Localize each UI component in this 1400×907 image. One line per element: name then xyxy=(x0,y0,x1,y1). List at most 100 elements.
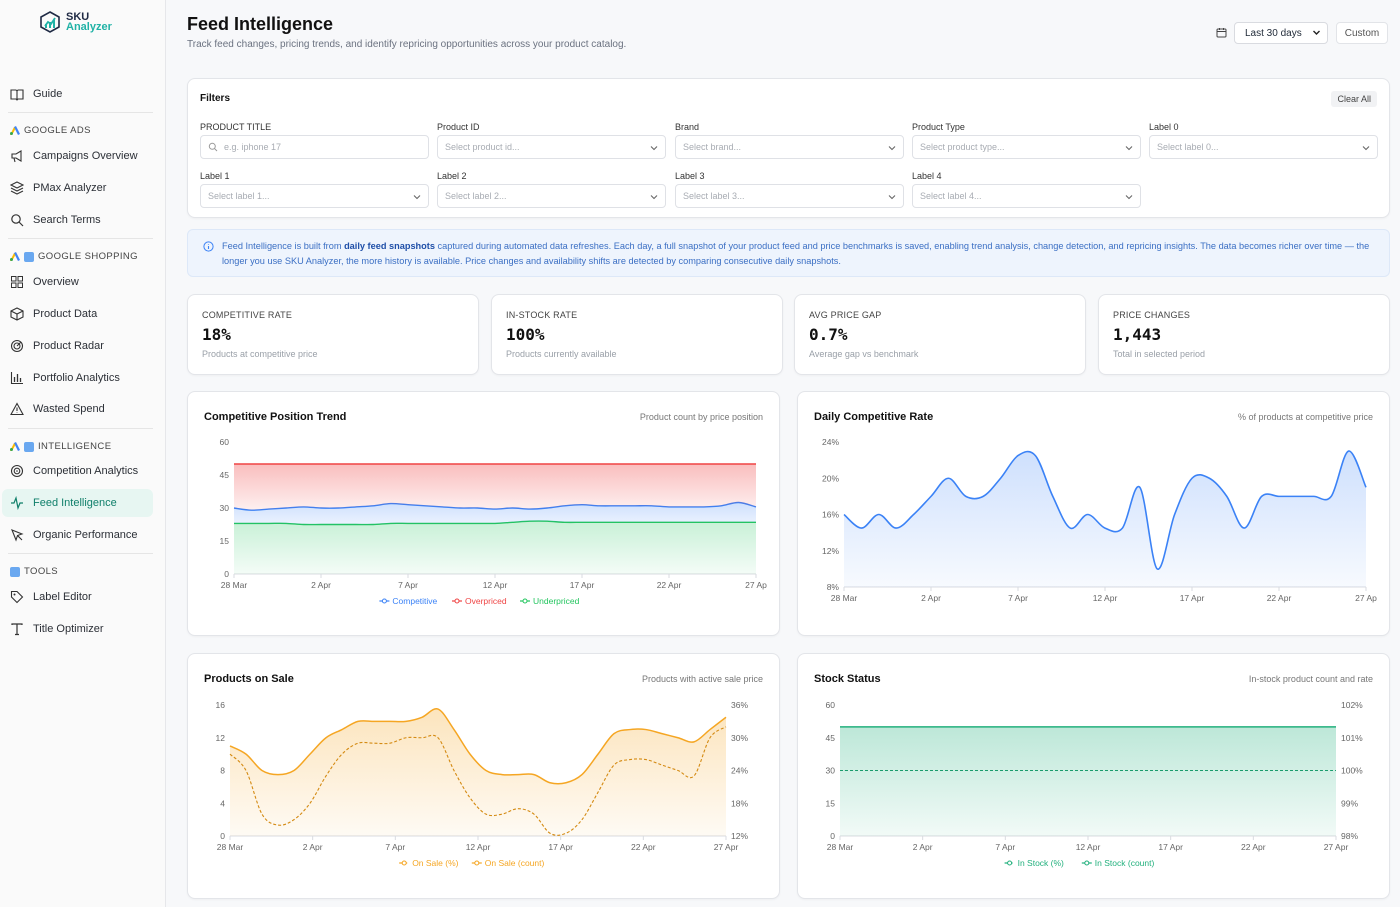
kpi-label: AVG PRICE GAP xyxy=(809,310,882,320)
search-icon xyxy=(11,214,24,227)
x-tick-label: 27 Apr xyxy=(1324,842,1349,852)
box-icon xyxy=(10,307,24,321)
x-tick-label: 22 Apr xyxy=(1241,842,1266,852)
sidebar-item-label: Portfolio Analytics xyxy=(33,372,120,384)
x-tick-label: 22 Apr xyxy=(631,842,656,852)
y-tick-label: 20% xyxy=(822,473,839,483)
kpi-value: 18% xyxy=(202,325,231,344)
main-content: Feed Intelligence Track feed changes, pr… xyxy=(166,0,1400,907)
sidebar-item-competition-analytics[interactable]: Competition Analytics xyxy=(2,457,153,485)
y-tick-label: 60 xyxy=(220,437,230,447)
info-banner: Feed Intelligence is built from daily fe… xyxy=(187,229,1390,277)
y2-tick-label: 18% xyxy=(731,798,748,808)
filter-label-label2: Label 2 xyxy=(437,171,467,181)
sidebar-item-guide[interactable]: Guide xyxy=(2,80,153,108)
sidebar-item-label: Guide xyxy=(33,88,63,100)
info-suffix: captured during automated data refreshes… xyxy=(222,241,1370,266)
sidebar-item-organic-performance[interactable]: Organic Performance xyxy=(2,521,153,549)
kpi-subtext: Products currently available xyxy=(506,349,617,359)
sidebar-item-label-editor[interactable]: Label Editor xyxy=(2,583,153,611)
label2-select[interactable]: Select label 2... xyxy=(437,184,666,208)
product-id-select[interactable]: Select product id... xyxy=(437,135,666,159)
chevron-down-icon xyxy=(1313,30,1320,35)
sidebar-item-overview[interactable]: Overview xyxy=(2,268,153,296)
sidebar-item-product-radar[interactable]: Product Radar xyxy=(2,332,153,360)
chevron-down-icon xyxy=(1362,146,1370,151)
x-tick-label: 22 Apr xyxy=(1267,593,1292,603)
y2-tick-label: 101% xyxy=(1341,733,1363,743)
info-prefix: Feed Intelligence is built from xyxy=(222,241,345,251)
x-tick-label: 27 Ap xyxy=(745,580,767,590)
sidebar-item-pmax-analyzer[interactable]: PMax Analyzer xyxy=(2,174,153,202)
sidebar-item-label: Product Data xyxy=(33,308,98,320)
clear-all-button[interactable]: Clear All xyxy=(1331,91,1377,107)
select-placeholder: Select label 2... xyxy=(445,191,507,201)
chart-title: Competitive Position Trend xyxy=(204,411,347,423)
x-tick-label: 2 Apr xyxy=(921,593,941,603)
chevron-down-icon xyxy=(1125,146,1133,151)
kpi-subtext: Products at competitive price xyxy=(202,349,318,359)
x-tick-label: 7 Apr xyxy=(398,580,418,590)
daily-competitive-rate-chart: 8% 12% 16% 20% 24% 28 Mar 2 Apr 7 Apr 12 Apr 17 A… xyxy=(822,437,1377,603)
kpi-subtext: Total in selected period xyxy=(1113,349,1206,359)
sidebar-item-campaigns-overview[interactable]: Campaigns Overview xyxy=(2,142,153,170)
sidebar-item-label: Overview xyxy=(33,276,79,288)
section-google-shopping: GOOGLE SHOPPING xyxy=(10,251,138,262)
google-shopping-icon xyxy=(24,251,34,262)
calendar-icon[interactable] xyxy=(1216,27,1227,38)
select-placeholder: Select product id... xyxy=(445,142,520,152)
chevron-down-icon xyxy=(650,146,658,151)
product-title-input[interactable]: e.g. iphone 17 xyxy=(200,135,429,159)
product-type-select[interactable]: Select product type... xyxy=(912,135,1141,159)
y2-tick-label: 30% xyxy=(731,733,748,743)
filter-label-product-title: PRODUCT TITLE xyxy=(200,122,272,132)
filter-label-label1: Label 1 xyxy=(200,171,230,181)
label0-select[interactable]: Select label 0... xyxy=(1149,135,1378,159)
google-ads-icon xyxy=(10,252,20,261)
x-tick-label: 17 Apr xyxy=(1158,842,1183,852)
brand-select[interactable]: Select brand... xyxy=(675,135,904,159)
x-tick-label: 28 Mar xyxy=(217,842,244,852)
y-tick-label: 16% xyxy=(822,510,839,520)
select-placeholder: Select label 1... xyxy=(208,191,270,201)
y2-tick-label: 98% xyxy=(1341,831,1358,841)
sidebar-item-title-optimizer[interactable]: Title Optimizer xyxy=(2,615,153,643)
kpi-card-avg-price-gap: AVG PRICE GAP 0.7% Average gap vs benchm… xyxy=(794,294,1086,375)
sidebar-item-wasted-spend[interactable]: Wasted Spend xyxy=(2,395,153,423)
divider xyxy=(8,112,153,113)
label4-select[interactable]: Select label 4... xyxy=(912,184,1141,208)
sidebar: SKU Analyzer Guide GOOGLE ADS Campaigns … xyxy=(0,0,166,907)
label1-select[interactable]: Select label 1... xyxy=(200,184,429,208)
sidebar-item-product-data[interactable]: Product Data xyxy=(2,300,153,328)
layers-icon xyxy=(10,181,24,195)
legend-marker xyxy=(1084,860,1090,866)
chart-card-stock-status: Stock Status In-stock product count and … xyxy=(797,653,1390,899)
info-icon xyxy=(203,241,214,252)
kpi-card-in-stock-rate: IN-STOCK RATE 100% Products currently av… xyxy=(491,294,783,375)
legend-marker xyxy=(1007,860,1013,866)
x-tick-label: 2 Apr xyxy=(311,580,331,590)
brand-logo[interactable]: SKU Analyzer xyxy=(38,10,112,34)
sidebar-item-feed-intelligence[interactable]: Feed Intelligence xyxy=(2,489,153,517)
custom-range-button[interactable]: Custom xyxy=(1336,22,1388,44)
x-tick-label: 2 Apr xyxy=(913,842,933,852)
date-range-select[interactable]: Last 30 days xyxy=(1234,22,1328,44)
filter-label-label0: Label 0 xyxy=(1149,122,1179,132)
chart-card-competitive-position: Competitive Position Trend Product count… xyxy=(187,391,780,636)
series-line-on-sale-count xyxy=(229,708,727,785)
sidebar-item-search-terms[interactable]: Search Terms xyxy=(2,206,153,234)
filters-card: Filters Clear All PRODUCT TITLE e.g. iph… xyxy=(187,78,1390,218)
sidebar-item-label: Feed Intelligence xyxy=(33,497,117,509)
chart-subtitle: % of products at competitive price xyxy=(1237,412,1373,422)
kpi-value: 100% xyxy=(506,325,545,344)
logo-icon xyxy=(40,11,60,33)
sidebar-item-portfolio-analytics[interactable]: Portfolio Analytics xyxy=(2,364,153,392)
chart-card-products-on-sale: Products on Sale Products with active sa… xyxy=(187,653,780,899)
label3-select[interactable]: Select label 3... xyxy=(675,184,904,208)
y-tick-label: 30 xyxy=(826,766,836,776)
x-tick-label: 28 Mar xyxy=(221,580,248,590)
y-tick-label: 12% xyxy=(822,546,839,556)
legend-marker xyxy=(522,598,528,604)
section-title: GOOGLE SHOPPING xyxy=(38,251,138,262)
google-ads-icon xyxy=(10,126,20,135)
